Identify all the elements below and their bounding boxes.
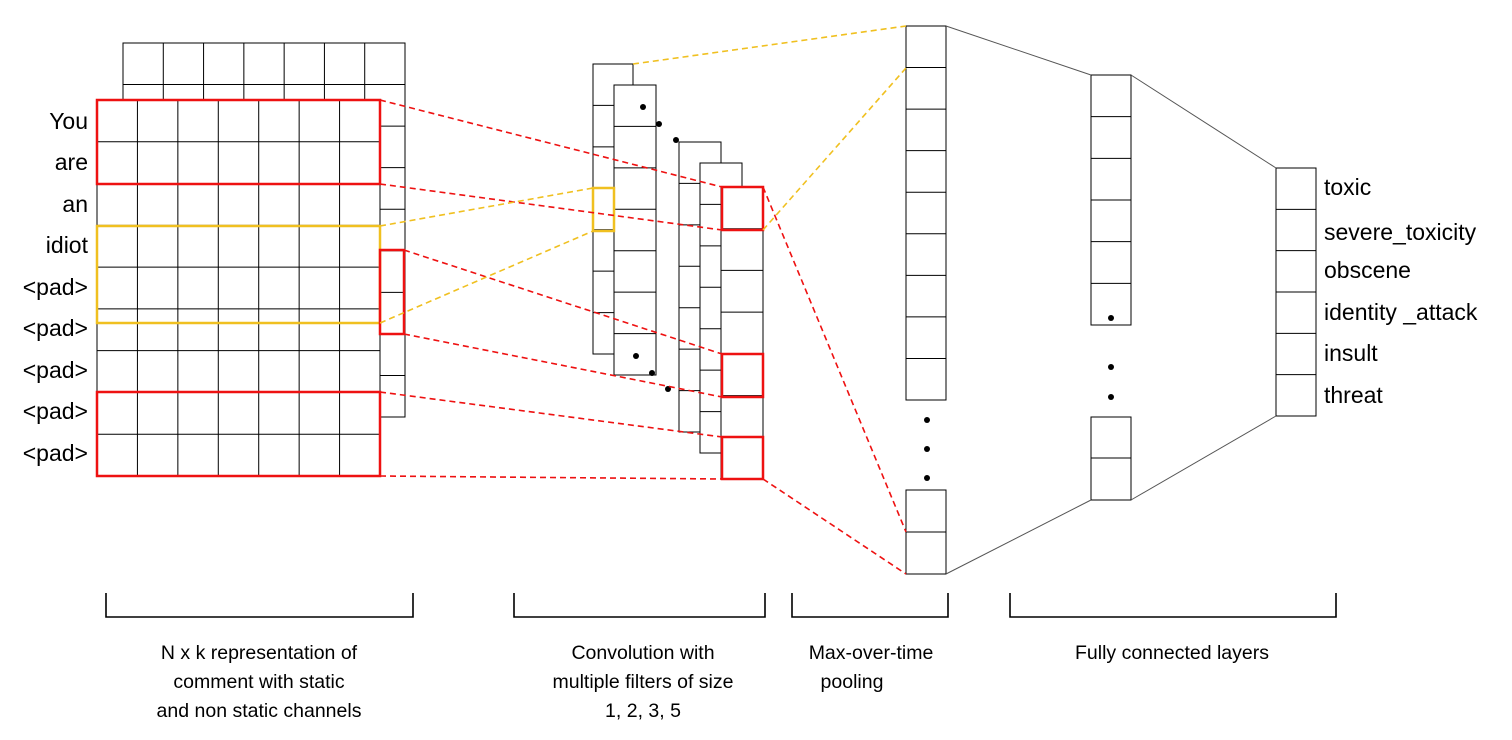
caption-line: pooling xyxy=(821,671,884,693)
bracket-representation xyxy=(105,593,414,618)
output-label-threat: threat xyxy=(1324,382,1383,408)
output-labels: toxic severe_toxicity obscene identity _… xyxy=(1324,174,1478,408)
caption-pooling: Max-over-time pooling xyxy=(809,642,934,693)
conv-highlight-yellow xyxy=(591,186,616,233)
caption-line: and non static channels xyxy=(157,700,362,722)
word-label: You xyxy=(49,108,88,134)
conv-highlight-red-mid xyxy=(720,352,765,399)
conv-highlight-red-bottom xyxy=(720,435,765,481)
caption-representation: N x k representation of comment with sta… xyxy=(157,642,362,722)
output-label-toxic: toxic xyxy=(1324,174,1371,200)
red-connection-lines xyxy=(379,99,907,575)
output-label-obscene: obscene xyxy=(1324,257,1411,283)
word-label: <pad> xyxy=(23,274,88,300)
feature-map-2 xyxy=(613,84,657,376)
feature-map-5 xyxy=(720,186,764,480)
input-matrix-front-channel xyxy=(96,99,381,477)
output-label-insult: insult xyxy=(1324,340,1378,366)
word-label: <pad> xyxy=(23,440,88,466)
feature-map-ellipsis-dots xyxy=(633,104,679,392)
caption-convolution: Convolution with multiple filters of siz… xyxy=(553,642,734,722)
pooling-column xyxy=(905,25,947,575)
section-brackets xyxy=(105,593,1337,618)
filter-window-red-top xyxy=(95,98,382,186)
caption-line: comment with static xyxy=(173,671,344,693)
yellow-connection-lines xyxy=(379,25,907,324)
caption-line: multiple filters of size xyxy=(553,671,734,693)
bracket-convolution xyxy=(513,593,766,618)
caption-line: N x k representation of xyxy=(161,642,358,664)
caption-line: Max-over-time xyxy=(809,642,934,664)
caption-line: Fully connected layers xyxy=(1075,642,1269,664)
word-label: <pad> xyxy=(23,315,88,341)
word-label: <pad> xyxy=(23,398,88,424)
word-label: an xyxy=(62,191,88,217)
hidden-layer-column xyxy=(1090,74,1132,501)
word-label: <pad> xyxy=(23,357,88,383)
caption-fully-connected: Fully connected layers xyxy=(1075,642,1269,664)
fully-connected-lines xyxy=(945,25,1277,575)
bracket-pooling xyxy=(791,593,949,618)
word-labels: You are an idiot <pad> <pad> <pad> <pad>… xyxy=(23,108,89,466)
bracket-fully-connected xyxy=(1009,593,1337,618)
conv-highlight-red-top xyxy=(720,185,765,232)
caption-line: Convolution with xyxy=(571,642,714,664)
output-label-identity-attack: identity _attack xyxy=(1324,299,1478,325)
output-column xyxy=(1275,167,1317,417)
word-label: idiot xyxy=(46,232,89,258)
caption-line: 1, 2, 3, 5 xyxy=(605,700,681,722)
filter-window-red-mid xyxy=(378,248,406,336)
output-label-severe-toxicity: severe_toxicity xyxy=(1324,219,1477,245)
filter-window-red-bottom xyxy=(95,390,382,478)
word-label: are xyxy=(55,149,88,175)
